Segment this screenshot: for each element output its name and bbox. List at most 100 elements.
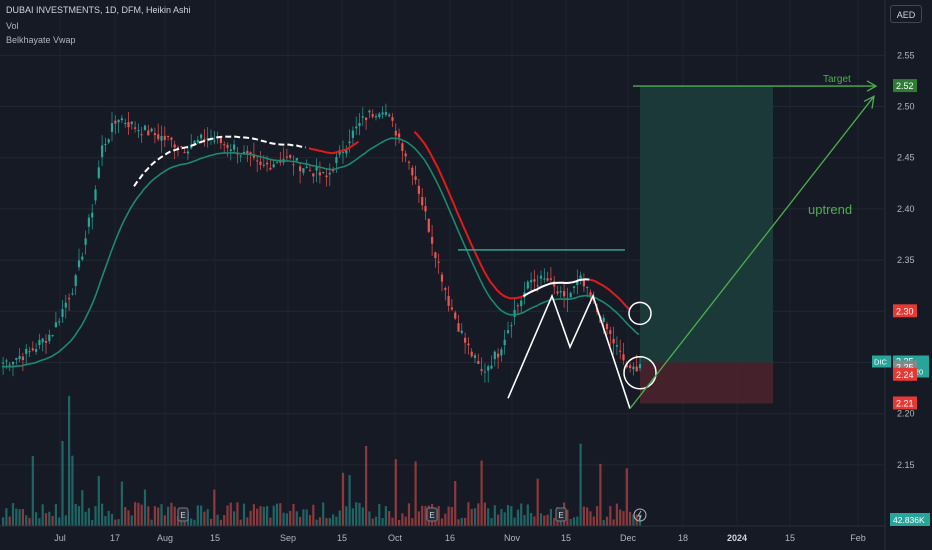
candle-body	[378, 113, 381, 118]
price-tag-text: 2.25	[896, 363, 914, 373]
vwap-line-up[interactable]	[522, 278, 590, 297]
candle-body	[579, 275, 582, 281]
volume-bar	[391, 517, 394, 526]
candle-body	[328, 172, 331, 175]
candle-body	[589, 292, 592, 298]
volume-bar	[44, 513, 48, 526]
volume-bar	[401, 513, 404, 526]
earnings-marker[interactable]	[177, 507, 189, 522]
volume-bar	[464, 517, 467, 526]
volume-bar	[200, 505, 203, 526]
volume-bar	[599, 463, 602, 526]
earnings-marker[interactable]	[426, 507, 438, 522]
volume-bar	[602, 519, 605, 526]
candle-body	[563, 291, 566, 297]
highlight-circle[interactable]	[623, 355, 657, 390]
candle-body	[427, 218, 430, 232]
price-tag[interactable]	[893, 367, 917, 381]
volume-indicator-label[interactable]: Vol	[6, 21, 19, 31]
volume-bar	[130, 515, 133, 526]
volume-tag[interactable]	[890, 513, 930, 526]
earnings-marker-label: E	[180, 511, 185, 520]
w-pattern-drawing[interactable]	[507, 293, 631, 409]
candle-body	[2, 362, 5, 364]
candle-body	[242, 151, 246, 155]
candle-body	[259, 161, 262, 165]
candle-body	[81, 256, 84, 260]
earnings-marker[interactable]	[555, 507, 567, 522]
volume-bar	[77, 506, 81, 526]
candle-body	[444, 288, 447, 290]
volume-bar	[256, 508, 259, 526]
candle-body	[51, 335, 54, 337]
volume-bar	[523, 514, 526, 526]
price-tag[interactable]	[893, 396, 917, 410]
volume-bar	[638, 514, 642, 526]
uptrend-arrow-line[interactable]	[629, 95, 875, 409]
volume-bar	[332, 514, 335, 526]
volume-bar	[101, 503, 104, 526]
candle-body	[289, 155, 292, 158]
uptrend-label[interactable]: uptrend	[808, 202, 852, 217]
volume-bar	[569, 518, 572, 526]
currency-badge[interactable]: AED	[890, 5, 922, 23]
vwap-line-down[interactable]	[413, 131, 524, 300]
candle-body	[84, 238, 87, 245]
candle-body	[490, 365, 493, 369]
candle-body	[170, 137, 173, 140]
volume-bar	[114, 519, 117, 526]
moving-average-line[interactable]	[1, 137, 640, 368]
volume-bar	[487, 508, 490, 526]
candle-body	[285, 156, 288, 158]
vwap-indicator-label[interactable]: Belkhayate Vwap	[6, 35, 76, 45]
highlight-circle[interactable]	[628, 301, 652, 326]
volume-bar	[553, 517, 556, 526]
candle-body	[582, 280, 585, 287]
candle-body	[602, 317, 605, 322]
time-tick-label: 17	[110, 533, 120, 543]
chart-title: DUBAI INVESTMENTS, 1D, DFM, Heikin Ashi	[6, 5, 191, 15]
volume-bar	[457, 519, 460, 526]
volume-bar	[325, 518, 328, 526]
volume-bar	[8, 516, 11, 526]
volume-bar	[127, 510, 130, 526]
volume-bar	[252, 504, 255, 526]
candle-body	[384, 112, 387, 115]
volume-bars[interactable]	[2, 396, 642, 526]
volume-bar	[338, 510, 341, 526]
candle-body	[510, 325, 513, 327]
vwap-line-down[interactable]	[589, 278, 630, 310]
volume-bar	[58, 517, 61, 526]
candle-body	[183, 151, 186, 153]
price-tag-text: 2.30	[896, 306, 914, 316]
price-tag[interactable]	[893, 79, 917, 93]
price-tick-label: 2.35	[897, 255, 915, 265]
volume-bar	[157, 507, 160, 526]
volume-bar	[31, 455, 34, 526]
candle-body	[365, 117, 368, 121]
grid	[0, 54, 885, 466]
volume-bar	[615, 503, 618, 526]
candle-body	[619, 350, 622, 352]
profit-zone[interactable]	[640, 86, 773, 363]
time-tick-label: 15	[561, 533, 571, 543]
candle-body	[173, 144, 176, 148]
loss-zone[interactable]	[640, 362, 773, 404]
volume-bar	[38, 518, 41, 526]
volume-bar	[355, 502, 358, 526]
volume-bar	[64, 515, 67, 526]
price-tag[interactable]	[893, 304, 917, 318]
vwap-line-up[interactable]	[133, 135, 306, 187]
volume-bar	[539, 513, 543, 526]
price-tag-text: 2.24	[896, 370, 914, 380]
volume-bar	[609, 505, 612, 526]
candle-body	[325, 175, 328, 178]
candle-body	[625, 363, 628, 368]
candle-body	[74, 275, 77, 287]
dividend-icon[interactable]	[633, 508, 647, 522]
symbol-tag[interactable]	[872, 355, 891, 368]
vwap-line-down[interactable]	[308, 140, 359, 155]
target-label[interactable]: Target	[823, 74, 851, 85]
volume-bar	[559, 518, 562, 526]
